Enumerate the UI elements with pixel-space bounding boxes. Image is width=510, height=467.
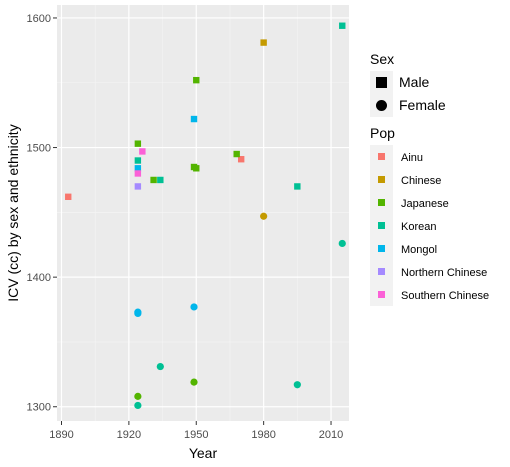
legend-label-pop: Ainu [401, 152, 423, 164]
legend-key-color [378, 176, 385, 183]
pop-legend: Pop Ainu Chinese Japanese Korean Mongol North… [370, 125, 489, 306]
data-point-male [260, 39, 267, 46]
legend-label-pop: Northern Chinese [401, 267, 487, 279]
data-point-female [156, 362, 164, 371]
sex-legend-title: Sex [370, 51, 394, 67]
data-point-male [339, 22, 346, 29]
x-tick-label: 1980 [251, 429, 275, 441]
legend-key-color [378, 199, 385, 206]
y-tick-label: 1500 [27, 143, 51, 155]
legend-label-female: Female [399, 97, 446, 113]
x-tick-label: 1890 [49, 429, 73, 441]
data-point-female [293, 381, 301, 389]
legend-label-male: Male [399, 74, 430, 90]
data-point-male [134, 157, 142, 164]
grid-minor [57, 5, 349, 421]
legend-label-pop: Chinese [401, 175, 441, 187]
data-point-male [157, 176, 164, 184]
sex-legend: Sex Male Female [370, 51, 446, 117]
data-point-female [134, 392, 142, 400]
data-points [65, 22, 346, 410]
legend-key-color [378, 291, 385, 298]
x-axis: 1890 1920 1950 1980 2010 [49, 421, 343, 441]
x-axis-title: Year [189, 445, 218, 461]
legend-label-pop: Korean [401, 221, 436, 233]
legend-label-pop: Southern Chinese [401, 290, 489, 302]
data-point-female [134, 309, 142, 318]
data-point-female [190, 303, 198, 311]
plot-panel [57, 5, 349, 421]
legend-key-color [378, 268, 385, 275]
y-tick-label: 1300 [27, 402, 51, 414]
data-point-male [134, 165, 142, 172]
x-tick-label: 2010 [319, 429, 343, 441]
data-point-female [338, 239, 346, 248]
data-point-male [190, 115, 198, 123]
data-point-male [139, 148, 146, 155]
data-point-male [233, 150, 240, 158]
data-point-male [237, 156, 245, 163]
legend-key-color [378, 153, 385, 160]
legend-key-circle [376, 100, 387, 111]
y-tick-label: 1600 [27, 13, 51, 25]
data-point-female [260, 212, 268, 220]
legend-key-color [378, 245, 385, 252]
y-axis: 1300 1400 1500 1600 [27, 13, 57, 414]
y-axis-title: ICV (cc) by sex and ethnicity [5, 124, 21, 301]
data-point-male [134, 183, 142, 190]
data-point-male [134, 170, 142, 177]
legend-label-pop: Japanese [401, 198, 449, 210]
data-point-male [294, 183, 301, 190]
pop-legend-title: Pop [370, 125, 395, 141]
data-point-male [65, 193, 72, 201]
data-point-male [193, 165, 200, 172]
y-tick-label: 1400 [27, 272, 51, 284]
legend-label-pop: Mongol [401, 244, 437, 256]
legend-key-color [378, 222, 385, 229]
data-point-male [134, 140, 142, 147]
legend-key-square [376, 77, 387, 88]
x-tick-label: 1920 [117, 429, 141, 441]
x-tick-label: 1950 [184, 429, 208, 441]
data-point-female [190, 378, 198, 386]
grid-major [57, 5, 349, 421]
data-point-male [193, 76, 200, 84]
data-point-male [150, 176, 157, 184]
data-point-female [134, 401, 142, 410]
